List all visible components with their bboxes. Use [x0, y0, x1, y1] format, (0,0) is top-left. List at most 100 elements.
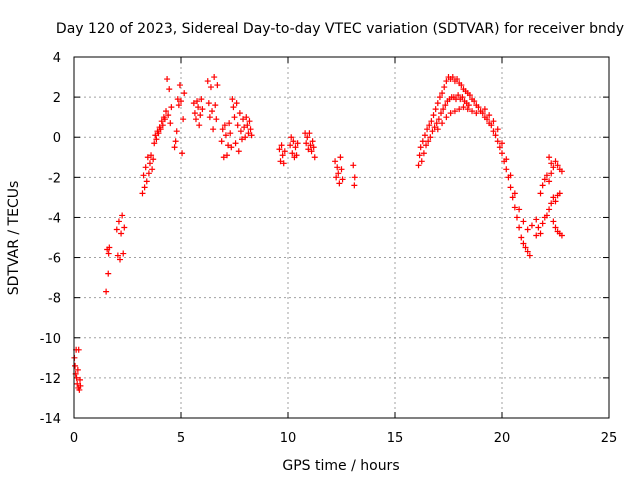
data-point: [144, 154, 151, 161]
data-point: [513, 214, 520, 221]
data-point: [181, 90, 188, 97]
data-point: [294, 140, 301, 147]
data-point: [490, 128, 497, 135]
data-point: [159, 122, 166, 129]
y-tick-labels: -14 -12 -10 -8 -6 -4 -2 0 2 4: [40, 51, 61, 427]
data-point: [303, 140, 310, 147]
data-point: [74, 380, 81, 387]
y-tick-label: -2: [48, 171, 61, 186]
y-tick-label: -8: [48, 292, 61, 307]
data-point: [166, 86, 173, 93]
x-tick-label: 20: [494, 431, 511, 446]
data-point: [152, 132, 159, 139]
data-point: [233, 100, 240, 107]
data-point: [227, 130, 234, 137]
data-point: [74, 366, 81, 373]
data-point: [543, 172, 550, 179]
data-point: [459, 94, 466, 101]
data-point: [428, 118, 435, 125]
data-point: [434, 100, 441, 107]
data-point: [237, 128, 244, 135]
y-tick-label: -12: [40, 372, 61, 387]
data-point: [418, 158, 425, 165]
data-point: [220, 154, 227, 161]
data-point: [432, 106, 439, 113]
data-point: [146, 160, 153, 167]
data-point: [550, 194, 557, 201]
data-point: [543, 212, 550, 219]
data-point: [458, 82, 465, 89]
data-point: [281, 148, 288, 155]
data-point: [442, 102, 449, 109]
data-point: [243, 114, 250, 121]
data-point: [113, 226, 120, 233]
data-point: [434, 126, 441, 133]
data-point: [511, 190, 518, 197]
data-point: [473, 110, 480, 117]
data-point: [151, 140, 158, 147]
data-point: [191, 110, 198, 117]
data-point: [552, 224, 559, 231]
data-point: [195, 104, 202, 111]
data-point: [287, 142, 294, 149]
data-point: [143, 178, 150, 185]
x-tick-label: 0: [70, 431, 78, 446]
data-point: [199, 106, 206, 113]
data-point: [496, 144, 503, 151]
data-point: [494, 138, 501, 145]
data-point: [438, 110, 445, 117]
data-point: [526, 252, 533, 259]
data-point: [121, 224, 128, 231]
data-point: [425, 138, 432, 145]
data-point: [163, 108, 170, 115]
data-point: [225, 142, 232, 149]
data-point: [427, 134, 434, 141]
x-tick-labels: 0 5 10 15 20 25: [70, 431, 617, 446]
data-point: [194, 98, 201, 105]
data-point: [212, 102, 219, 109]
data-point: [306, 130, 313, 137]
data-point: [455, 92, 462, 99]
data-point: [278, 142, 285, 149]
data-point: [550, 164, 557, 171]
plot-frame: [73, 56, 610, 419]
x-tick-label: 5: [177, 431, 185, 446]
x-tick-label: 25: [601, 431, 618, 446]
data-point: [204, 78, 211, 85]
data-point: [245, 130, 252, 137]
data-point: [335, 170, 342, 177]
data-point: [528, 222, 535, 229]
data-point: [214, 82, 221, 89]
data-point: [72, 362, 79, 369]
data-point: [247, 126, 254, 133]
data-point: [554, 162, 561, 169]
data-point: [499, 150, 505, 157]
data-point: [240, 116, 247, 123]
y-tick-label: 4: [53, 51, 61, 66]
data-point: [558, 232, 565, 239]
data-point: [179, 150, 186, 157]
data-point: [431, 124, 438, 131]
data-point: [307, 142, 314, 149]
data-point: [293, 152, 300, 159]
data-point: [423, 142, 430, 149]
data-point: [248, 132, 255, 139]
data-point: [77, 382, 84, 389]
data-point: [304, 134, 311, 141]
data-point: [338, 166, 345, 173]
data-point: [305, 146, 312, 153]
data-point: [518, 234, 525, 241]
data-point: [433, 120, 440, 127]
data-point: [439, 120, 446, 127]
data-point: [158, 118, 165, 125]
data-point: [232, 140, 239, 147]
data-point: [509, 194, 516, 201]
data-point: [241, 124, 248, 131]
data-point: [103, 288, 110, 295]
data-point: [456, 106, 463, 113]
y-tick-label: -4: [48, 211, 61, 226]
data-point: [288, 134, 295, 141]
data-point: [73, 374, 80, 381]
data-point: [552, 158, 559, 165]
data-point: [246, 118, 253, 125]
